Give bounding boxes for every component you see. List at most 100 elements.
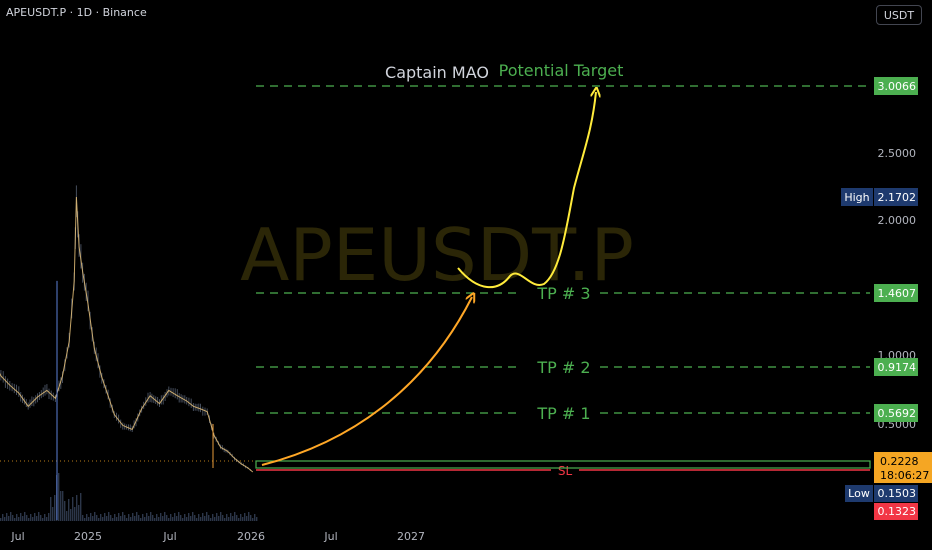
volume-bar: [42, 518, 44, 521]
level-tag: [874, 77, 918, 95]
volume-bar: [54, 495, 56, 521]
volume-bar: [70, 509, 72, 521]
volume-bar: [184, 514, 186, 521]
volume-bar: [124, 515, 126, 521]
volume-bar: [62, 491, 64, 521]
volume-bar: [142, 514, 144, 521]
volume-bar: [222, 515, 224, 521]
x-tick-label: Jul: [10, 530, 24, 543]
volume-bar: [34, 513, 36, 521]
volume-bar: [146, 513, 148, 521]
volume-bar: [134, 516, 136, 521]
x-tick-label: 2027: [397, 530, 425, 543]
volume-bar: [158, 517, 160, 521]
volume-bar: [28, 518, 30, 521]
volume-bar: [186, 517, 188, 521]
volume-bar: [114, 514, 116, 521]
volume-bar: [218, 516, 220, 521]
volume-bar: [64, 501, 66, 521]
volume-bar: [224, 518, 226, 521]
volume-bar: [202, 513, 204, 521]
volume-bar: [118, 513, 120, 521]
volume-bar: [206, 512, 208, 521]
volume-bar: [128, 514, 130, 521]
volume-bar: [18, 517, 20, 521]
volume-bar: [172, 517, 174, 521]
volume-bar: [88, 517, 90, 521]
currency-button[interactable]: USDT: [876, 5, 922, 25]
volume-bar: [74, 507, 76, 521]
volume-bar: [132, 513, 134, 521]
level-tag: [874, 404, 918, 422]
volume-bar: [204, 516, 206, 521]
volume-bar: [230, 513, 232, 521]
low-value: 0.1503: [878, 487, 917, 500]
stop-value-tag: [874, 503, 918, 520]
volume-bar: [238, 518, 240, 521]
volume-bar: [30, 514, 32, 521]
volume-bar: [198, 514, 200, 521]
watermark: APEUSDT.P: [240, 213, 634, 297]
volume-bar: [250, 515, 252, 521]
x-tick-label: Jul: [162, 530, 176, 543]
volume-bar: [46, 517, 48, 521]
volume-bar: [182, 518, 184, 521]
volume-bar: [76, 495, 78, 521]
volume-bar: [220, 512, 222, 521]
volume-bar: [212, 514, 214, 521]
volume-bar: [26, 515, 28, 521]
volume-bar: [20, 513, 22, 521]
high-value-bg: [874, 188, 918, 206]
volume-bar: [78, 505, 80, 521]
volume-bar: [130, 517, 132, 521]
volume-bar: [160, 513, 162, 521]
volume-bar: [80, 493, 82, 521]
volume-bar: [244, 513, 246, 521]
volume-bar: [188, 513, 190, 521]
volume-bar: [150, 512, 152, 521]
target-label: Potential Target: [499, 61, 624, 80]
level-tag: [874, 284, 918, 302]
volume-bar: [120, 516, 122, 521]
volume-bar: [210, 518, 212, 521]
volume-bar: [190, 516, 192, 521]
high-tag-bg: [841, 188, 873, 206]
volume-bar: [104, 513, 106, 521]
low-tag-bg: [845, 485, 873, 502]
volume-bar: [200, 517, 202, 521]
low-tag-label: Low: [848, 487, 870, 500]
volume-bar: [256, 517, 258, 521]
volume-bar: [100, 514, 102, 521]
volume-bar: [94, 512, 96, 521]
volume-bar: [52, 507, 54, 521]
volume-bar: [226, 514, 228, 521]
high-tag-label: High: [844, 191, 869, 204]
volume-bar: [168, 518, 170, 521]
volume-bar: [216, 513, 218, 521]
volume-bar: [252, 518, 254, 521]
y-tick-label: 2.0000: [878, 214, 917, 227]
high-value: 2.1702: [878, 191, 917, 204]
volume-bar: [194, 515, 196, 521]
volume-bar: [36, 516, 38, 521]
volume-bar: [126, 518, 128, 521]
volume-bar: [16, 514, 18, 521]
volume-bar: [50, 497, 52, 521]
price-series: [0, 185, 254, 520]
volume-bar: [148, 516, 150, 521]
volume-bar: [234, 512, 236, 521]
level-tag-label: 1.4607: [878, 287, 917, 300]
volume-bar: [4, 517, 6, 521]
volume-bar: [180, 515, 182, 521]
projection-arrows: [261, 92, 596, 466]
volume-bar: [106, 516, 108, 521]
volume-bar: [156, 514, 158, 521]
price-scale: 2.50002.00001.00000.50003.00661.46070.91…: [841, 77, 932, 520]
volume-bar: [112, 518, 114, 521]
volume-bar: [254, 514, 256, 521]
volume-bar: [136, 512, 138, 521]
volume-bar: [236, 515, 238, 521]
level-tag-label: 0.5692: [878, 407, 917, 420]
volume-bar: [152, 515, 154, 521]
symbol-title: APEUSDT.P · 1D · Binance: [6, 6, 147, 19]
